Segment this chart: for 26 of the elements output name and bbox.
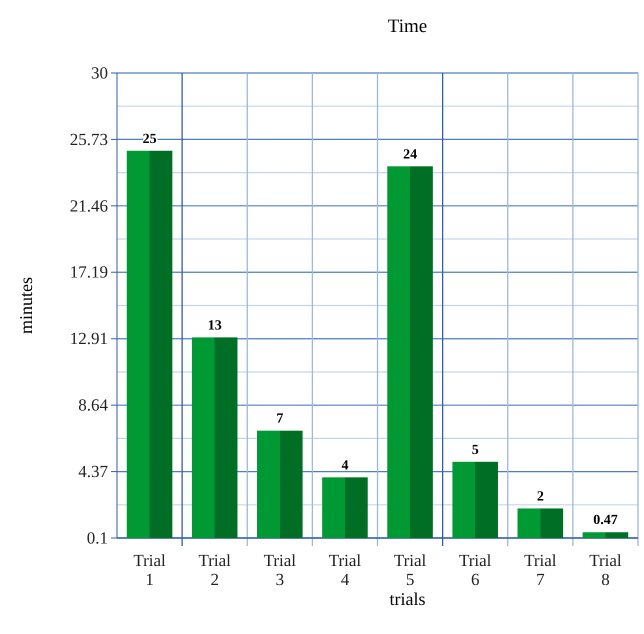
x-tick-label: Trial 7 — [524, 551, 557, 589]
x-tick-label: Trial 4 — [328, 551, 362, 589]
x-tick-label: Trial 5 — [394, 551, 427, 589]
y-tick-label: 21.46 — [70, 196, 108, 216]
x-tick-label: Trial 6 — [458, 551, 492, 589]
data-label: 13 — [208, 318, 222, 334]
data-label: 24 — [403, 147, 418, 162]
data-label: 4 — [341, 458, 348, 474]
data-label: 0.47 — [593, 513, 618, 528]
x-tick-label: Trial 1 — [133, 551, 166, 589]
chart-title: Time — [388, 16, 428, 37]
y-tick-label: 12.91 — [70, 329, 108, 348]
y-axis-title: minutes — [16, 277, 36, 334]
x-tick-label: Trial 8 — [589, 551, 622, 589]
data-label: 7 — [276, 412, 284, 427]
y-tick-label: 0.1 — [86, 528, 108, 548]
y-tick-label: 25.73 — [70, 130, 108, 149]
y-tick-label: 4.37 — [78, 462, 108, 482]
y-tick-label: 8.64 — [78, 396, 108, 415]
data-label: 2 — [536, 489, 544, 504]
x-tick-label: Trial 3 — [264, 551, 296, 589]
y-tick-label: 17.19 — [70, 262, 108, 282]
x-tick-label: Trial 2 — [198, 551, 232, 589]
y-tick-label: 30 — [91, 63, 108, 82]
data-label: 5 — [472, 442, 479, 458]
x-axis-title: trials — [390, 589, 426, 609]
